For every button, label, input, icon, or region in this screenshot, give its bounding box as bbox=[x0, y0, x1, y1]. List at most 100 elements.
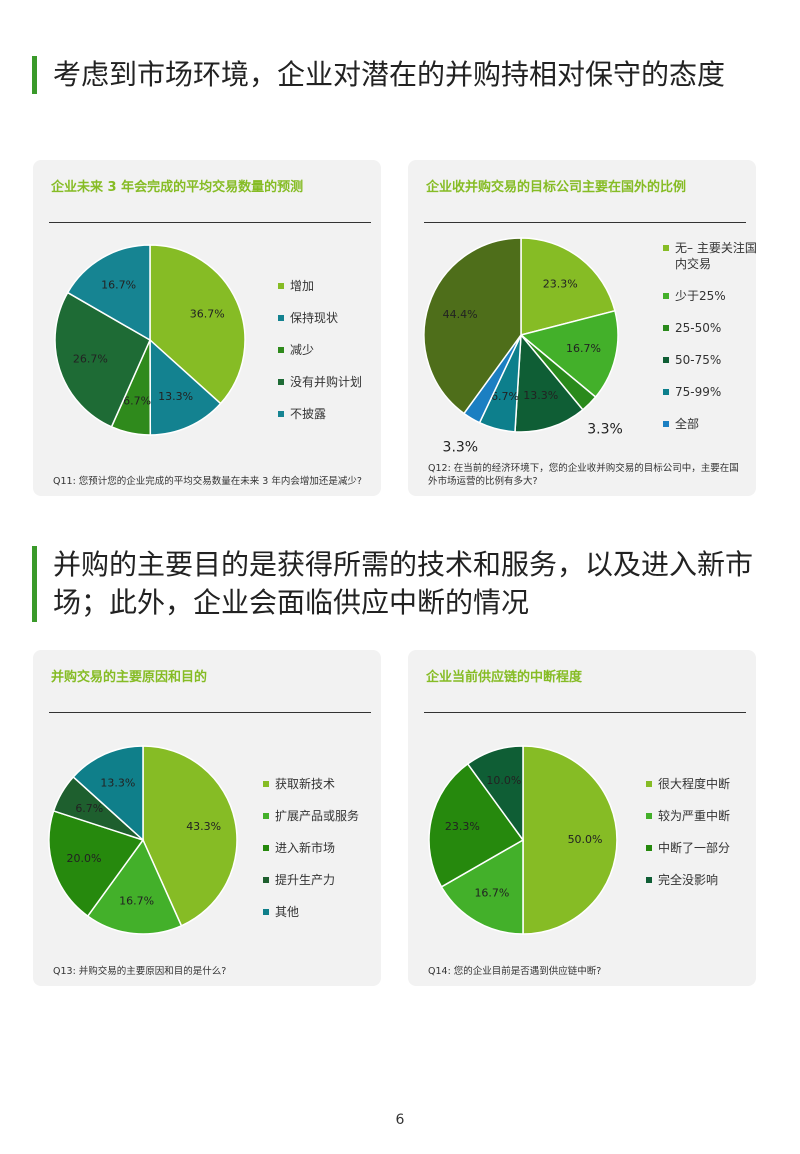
legend-item: 不披露 bbox=[278, 406, 378, 422]
legend-label: 进入新市场 bbox=[275, 841, 336, 855]
legend-swatch bbox=[663, 325, 669, 331]
slice-label: 43.3% bbox=[186, 820, 221, 833]
slice-label: 6.7% bbox=[491, 390, 519, 403]
legend-item: 少于25% bbox=[663, 288, 763, 304]
pie-slice bbox=[142, 745, 238, 927]
legend-swatch bbox=[646, 845, 652, 851]
legend-label: 无– 主要关注国内交易 bbox=[675, 241, 757, 271]
legend-label: 获取新技术 bbox=[275, 777, 336, 791]
legend-item: 25-50% bbox=[663, 320, 763, 336]
legend-label: 75-99% bbox=[675, 385, 722, 399]
legend-swatch bbox=[646, 877, 652, 883]
legend-swatch bbox=[663, 357, 669, 363]
slice-label: 10.0% bbox=[486, 774, 521, 787]
slice-label: 16.7% bbox=[566, 342, 601, 355]
legend-label: 减少 bbox=[290, 343, 315, 357]
legend-swatch bbox=[278, 347, 284, 353]
legend-item: 完全没影响 bbox=[646, 872, 746, 888]
title-rule bbox=[49, 712, 371, 713]
chart-panel: 企业收并购交易的目标公司主要在国外的比例 23.3% 16.7% 3.3% 13.3% 6… bbox=[408, 160, 757, 496]
legend-swatch bbox=[646, 813, 652, 819]
pie-slice bbox=[86, 838, 183, 935]
legend: 增加保持现状减少没有并购计划 不披露 bbox=[278, 278, 378, 438]
chart-title: 企业未来 3 年会完成的平均交易数量的预测 bbox=[51, 180, 304, 195]
pie-slice bbox=[48, 810, 145, 918]
legend-swatch bbox=[278, 315, 284, 321]
legend-label: 完全没影响 bbox=[658, 873, 719, 887]
slice-label: 23.3% bbox=[543, 277, 578, 290]
question-note: Q11: 您预计您的企业完成的平均交易数量在未来 3 年内会增加还是减少? bbox=[53, 476, 362, 487]
pie-chart: 36.7% 13.3% 6.7% 26.7% 16.7% bbox=[54, 244, 246, 436]
pie-slice bbox=[149, 244, 246, 405]
legend-label: 少于25% bbox=[675, 289, 726, 303]
legend-swatch bbox=[263, 877, 269, 883]
pie-slice bbox=[466, 745, 524, 843]
pie-slice bbox=[72, 745, 144, 842]
pie-chart: 23.3% 16.7% 3.3% 13.3% 6.7% 3.3% 44.4% bbox=[423, 237, 623, 455]
slice-label: 6.7% bbox=[75, 802, 103, 815]
chart-title: 企业当前供应链的中断程度 bbox=[426, 670, 583, 685]
legend-label: 很大程度中断 bbox=[658, 777, 731, 791]
legend-swatch bbox=[663, 421, 669, 427]
section-heading: 并购的主要目的是获得所需的技术和服务，以及进入新市场；此外，企业会面临供应中断的… bbox=[32, 546, 773, 622]
legend-item: 其他 bbox=[263, 904, 363, 920]
legend-swatch bbox=[263, 813, 269, 819]
legend-item: 50-75% bbox=[663, 352, 763, 368]
title-rule bbox=[424, 222, 746, 223]
legend-label: 提升生产力 bbox=[275, 873, 336, 887]
pie-slice bbox=[149, 338, 222, 436]
legend: 很大程度中断 较为严重中断 中断了一部分 完全没影响 bbox=[646, 776, 746, 904]
legend: 无– 主要关注国内交易少于25% 25-50% 50-75% 75-99% 全部 bbox=[663, 240, 763, 448]
legend-item: 中断了一部分 bbox=[646, 840, 746, 856]
legend-swatch bbox=[278, 411, 284, 417]
legend-item: 没有并购计划 bbox=[278, 374, 378, 390]
legend-label: 25-50% bbox=[675, 321, 722, 335]
legend-item: 扩展产品或服务 bbox=[263, 808, 363, 824]
slice-label: 16.7% bbox=[119, 895, 154, 908]
slice-label: 3.3% bbox=[587, 421, 623, 437]
legend-swatch bbox=[646, 781, 652, 787]
title-rule bbox=[424, 712, 746, 713]
legend-swatch bbox=[263, 909, 269, 915]
legend-item: 75-99% bbox=[663, 384, 763, 400]
legend-label: 扩展产品或服务 bbox=[275, 809, 360, 823]
legend-item: 保持现状 bbox=[278, 310, 378, 326]
legend-item: 增加 bbox=[278, 278, 378, 294]
legend-label: 其他 bbox=[275, 905, 300, 919]
legend-item: 进入新市场 bbox=[263, 840, 363, 856]
pie-slice bbox=[66, 244, 151, 342]
legend-swatch bbox=[278, 379, 284, 385]
legend-label: 增加 bbox=[290, 279, 315, 293]
slice-label: 16.7% bbox=[101, 279, 136, 292]
pie-slice bbox=[514, 333, 584, 433]
pie-chart: 50.0% 16.7% 23.3% 10.0% bbox=[428, 745, 618, 935]
legend-item: 获取新技术 bbox=[263, 776, 363, 792]
slice-label: 3.3% bbox=[443, 439, 479, 455]
legend-swatch bbox=[263, 781, 269, 787]
slice-label: 6.7% bbox=[123, 394, 151, 407]
slice-label: 16.7% bbox=[474, 887, 509, 900]
pie-slice bbox=[522, 745, 618, 935]
slice-label: 26.7% bbox=[73, 352, 108, 365]
pie-slice bbox=[440, 838, 524, 935]
legend-item: 全部 bbox=[663, 416, 763, 432]
legend-label: 不披露 bbox=[290, 407, 327, 421]
pie-slice bbox=[423, 237, 522, 415]
legend-label: 没有并购计划 bbox=[290, 375, 363, 389]
legend-item: 减少 bbox=[278, 342, 378, 358]
title-rule bbox=[49, 222, 371, 223]
legend-item: 提升生产力 bbox=[263, 872, 363, 888]
pie-slice bbox=[519, 309, 619, 399]
legend-item: 很大程度中断 bbox=[646, 776, 746, 792]
slice-label: 50.0% bbox=[568, 833, 603, 846]
slice-label: 13.3% bbox=[100, 776, 135, 789]
section-heading: 考虑到市场环境，企业对潜在的并购持相对保守的态度 bbox=[32, 56, 773, 94]
legend-swatch bbox=[663, 293, 669, 299]
pie-chart: 43.3% 16.7% 20.0% 6.7% 13.3% bbox=[48, 745, 238, 935]
question-note: Q12: 在当前的经济环境下，您的企业收并购交易的目标公司中，主要在国外市场运营… bbox=[428, 463, 739, 487]
pie-slice bbox=[520, 237, 616, 336]
slice-label: 44.4% bbox=[443, 308, 478, 321]
chart-title: 并购交易的主要原因和目的 bbox=[51, 670, 208, 685]
slice-label: 36.7% bbox=[190, 307, 225, 320]
